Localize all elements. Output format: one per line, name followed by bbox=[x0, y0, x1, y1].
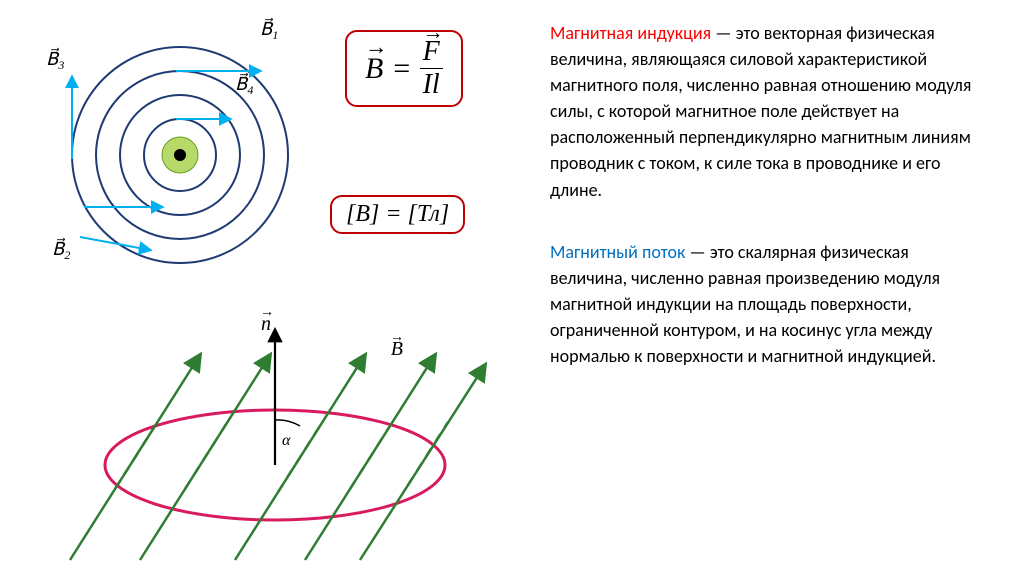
magnetic-flux-diagram: n→ B→ α bbox=[60, 310, 490, 570]
sym-Il: Il bbox=[420, 68, 443, 99]
label-B3: B⃗3 bbox=[46, 48, 64, 72]
term-flux: Магнитный поток bbox=[550, 241, 685, 263]
definition-flux: Магнитный поток — это скалярная физическ… bbox=[550, 239, 984, 369]
term-induction: Магнитная индукция bbox=[550, 22, 711, 44]
label-Bflux: B→ bbox=[390, 330, 404, 360]
formula-induction: B = F Il bbox=[345, 30, 463, 107]
formula-unit: [B] = [Тл] bbox=[330, 195, 465, 234]
label-n: n→ bbox=[260, 310, 274, 335]
label-B4: B⃗4 bbox=[235, 73, 253, 97]
sym-F: F bbox=[423, 38, 440, 66]
definition-induction: Магнитная индукция — это векторная физич… bbox=[550, 20, 984, 203]
diagrams-column: B⃗1 B⃗3 B⃗4 B⃗2 B = F Il [B] = [Тл] bbox=[0, 0, 540, 574]
concentric-field-diagram: B⃗1 B⃗3 B⃗4 B⃗2 bbox=[30, 5, 330, 295]
label-B1: B⃗1 bbox=[260, 18, 278, 42]
label-alpha: α bbox=[282, 432, 291, 449]
text-column: Магнитная индукция — это векторная физич… bbox=[540, 0, 1024, 574]
label-B2: B⃗2 bbox=[52, 238, 70, 262]
sym-B: B bbox=[365, 52, 383, 86]
